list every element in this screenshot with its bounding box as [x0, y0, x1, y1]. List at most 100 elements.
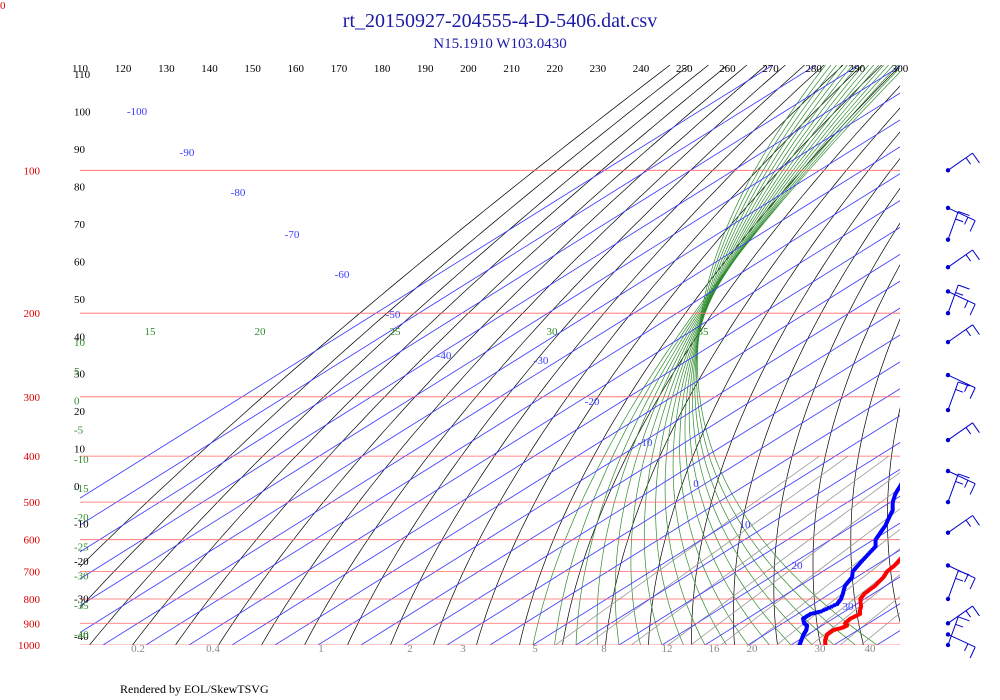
dewpoint-point: [921, 423, 925, 427]
moist-adiabat-line: [532, 71, 900, 645]
wind-barb-staff: [947, 422, 973, 441]
dewpoint-point: [919, 406, 923, 410]
temperature-point: [910, 545, 914, 549]
dewpoint-point: [900, 480, 904, 484]
temperature-point: [925, 528, 929, 532]
dewpoint-point: [923, 440, 927, 444]
temperature-point: [928, 526, 932, 530]
wind-barb-flag: [955, 388, 964, 393]
temperature-point: [931, 522, 935, 526]
isotherm-label: 10: [740, 519, 752, 531]
isotherm-line: [446, 361, 900, 645]
dry-adiabat-line: [812, 264, 900, 645]
dewpoint-point: [914, 378, 918, 382]
left-axis-label: -10: [74, 519, 89, 531]
isotherm-line: [618, 468, 900, 645]
left-axis-label: 50: [74, 294, 86, 306]
dry-adiabat-line: [733, 187, 900, 645]
wind-barb: [945, 324, 980, 345]
mixing-ratio-line: [555, 455, 820, 645]
dewpoint-point: [921, 419, 925, 423]
dewpoint-point: [919, 454, 923, 458]
dewpoint-point: [918, 399, 922, 403]
wind-barb-flag: [969, 220, 976, 232]
temperature-point: [937, 506, 941, 510]
wind-barb-staff: [947, 211, 959, 240]
dry-adiabat-line: [218, 65, 767, 645]
wind-barb-flag: [958, 381, 970, 387]
wind-barb-flag: [955, 577, 964, 582]
wind-barb-flag: [955, 292, 964, 296]
dewpoint-point: [922, 429, 926, 433]
moist-adiabat-line: [554, 67, 900, 645]
isotherm-line: [188, 200, 900, 645]
dewpoint-point: [916, 360, 920, 364]
temperature-point: [918, 535, 922, 539]
dry-adiabat-line: [923, 65, 1000, 645]
temperature-point: [945, 492, 949, 496]
dewpoint-point: [921, 449, 925, 453]
mixing-ratio-label: 20: [747, 643, 759, 655]
wind-barb-staff: [947, 381, 959, 411]
dewpoint-point: [923, 444, 927, 448]
temperature-point: [912, 542, 916, 546]
wind-barb-flag: [972, 605, 980, 617]
dewpoint-point: [917, 395, 921, 399]
temperature-point: [991, 432, 995, 436]
isotherm-label: -100: [127, 106, 148, 118]
wind-barb-staff: [947, 207, 976, 222]
left-axis-label: 40: [74, 331, 86, 343]
dry-adiabat-line: [605, 107, 900, 645]
dewpoint-point: [919, 343, 923, 347]
temperature-point: [985, 442, 989, 446]
dewpoint-point: [916, 388, 920, 392]
dewpoint-point: [915, 459, 919, 463]
wind-barb-flag: [972, 324, 980, 335]
temperature-point: [904, 551, 908, 555]
moist-adiabat-line: [679, 65, 859, 645]
isotherm-line: [80, 119, 900, 633]
temperature-point: [987, 438, 991, 442]
wind-barb: [945, 473, 970, 505]
dewpoint-point: [920, 410, 924, 414]
dewpoint-point: [921, 337, 925, 341]
temperature-point: [917, 537, 921, 541]
dewpoint-point: [926, 301, 930, 305]
temperature-point: [965, 467, 969, 471]
dewpoint-point: [918, 456, 922, 460]
moist-adiabat-label: 20: [255, 326, 267, 338]
isobar-label: 100: [24, 165, 41, 177]
wind-barb: [945, 616, 970, 648]
temperature-point: [919, 534, 923, 538]
temperature-point: [984, 444, 988, 448]
temperature-point: [931, 524, 935, 528]
isotherm-line: [575, 442, 900, 645]
temperature-point: [901, 554, 905, 558]
dry-adiabat-label: 240: [633, 63, 650, 75]
moist-adiabat-line: [697, 65, 878, 645]
temperature-point: [907, 548, 911, 552]
dry-adiabat-label: 190: [417, 63, 434, 75]
temperature-point: [935, 510, 939, 514]
wind-barb: [945, 249, 980, 270]
wind-barb-staff: [947, 515, 973, 534]
temperature-point: [971, 461, 975, 465]
wind-barb-flag: [955, 480, 964, 485]
wind-barb: [945, 284, 970, 316]
temperature-point: [936, 508, 940, 512]
dry-adiabat-line: [175, 65, 748, 645]
dewpoint-point: [917, 393, 921, 397]
left-axis-label: 0: [74, 481, 80, 493]
temperature-point: [967, 466, 971, 470]
moist-adiabat-label: 5: [74, 366, 80, 378]
temperature-point: [992, 429, 996, 433]
moist-adiabat-label: -5: [74, 425, 84, 437]
moist-adiabat-label: -40: [74, 629, 89, 641]
left-axis-label: 70: [74, 219, 86, 231]
dewpoint-point: [918, 402, 922, 406]
moist-adiabat-label: -20: [74, 512, 89, 524]
dewpoint-point: [899, 482, 900, 485]
dry-adiabat-line: [562, 85, 900, 645]
wind-barb-flag: [972, 422, 980, 433]
dewpoint-point: [920, 452, 924, 456]
